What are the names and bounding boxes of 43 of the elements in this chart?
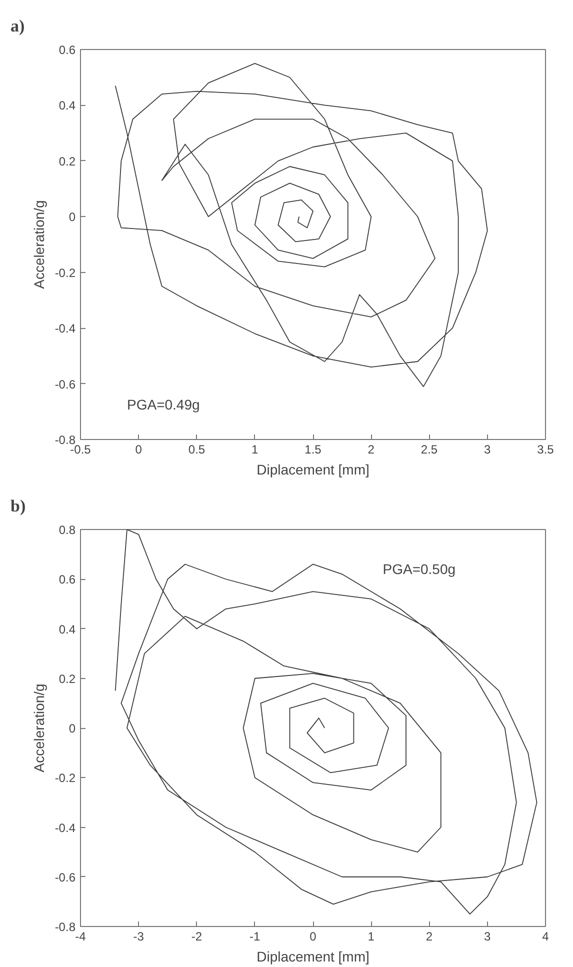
y-tick-label: 0.8: [58, 523, 76, 537]
y-tick-label: -0.2: [54, 266, 76, 280]
x-tick-label: -3: [133, 930, 144, 944]
y-tick-label: 0.2: [58, 154, 76, 168]
y-tick-label: 0.2: [58, 672, 76, 686]
line-series: [114, 530, 538, 915]
x-tick-label: 3: [484, 442, 492, 456]
y-tick-label: 0: [68, 722, 76, 736]
x-tick-label: 2: [368, 442, 375, 456]
x-tick-label: 3.5: [537, 442, 554, 456]
y-tick-label: -0.4: [54, 820, 76, 835]
x-tick-label: 1: [252, 442, 259, 456]
y-tick-label: -0.4: [54, 322, 76, 336]
x-tick-label: 1.5: [304, 442, 322, 456]
y-axis-title: Acceleration/g: [30, 684, 47, 772]
y-tick-label: 0.4: [58, 622, 76, 636]
line-series: [114, 62, 488, 388]
y-tick-label: 0.6: [58, 43, 76, 57]
y-axis-title: Acceleration/g: [30, 200, 47, 289]
chart-title: a): [10, 16, 25, 36]
x-tick-label: 3: [484, 930, 492, 944]
x-tick-label: -2: [191, 930, 202, 944]
annotation: PGA=0.50g: [382, 561, 456, 578]
y-tick-label: -0.6: [54, 870, 76, 884]
x-axis-title: Diplacement [mm]: [256, 462, 370, 478]
x-tick-label: 2: [426, 930, 433, 944]
y-tick-label: -0.6: [54, 377, 76, 392]
y-tick-label: 0: [68, 210, 76, 224]
x-tick-label: 2.5: [420, 442, 438, 456]
x-axis-title: Diplacement [mm]: [256, 948, 370, 964]
chart-title: b): [10, 496, 26, 516]
x-tick-label: -4: [75, 930, 86, 944]
y-tick-label: 0.6: [58, 572, 76, 587]
y-tick-label: 0.4: [58, 98, 76, 113]
x-tick-label: 0.5: [188, 442, 206, 456]
y-tick-label: -0.2: [54, 771, 76, 786]
y-tick-label: -0.8: [54, 920, 76, 934]
annotation: PGA=0.49g: [127, 396, 200, 412]
x-tick-label: 1: [368, 930, 375, 944]
x-tick-label: 4: [542, 930, 550, 944]
x-tick-label: -1: [250, 930, 261, 944]
x-tick-label: 0: [135, 442, 142, 456]
x-tick-label: 0: [310, 930, 317, 944]
